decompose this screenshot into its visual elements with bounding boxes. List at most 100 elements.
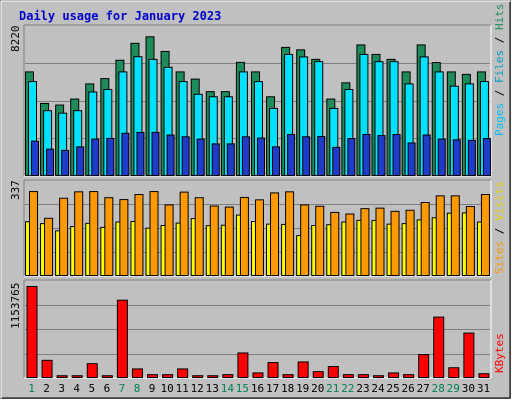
legend-hits: Hits: [493, 4, 506, 31]
visits-bar: [450, 195, 460, 276]
day-label: 12: [191, 382, 204, 395]
visits-bar: [119, 199, 129, 277]
pages-bar: [196, 138, 205, 177]
day-label: 14: [221, 382, 235, 395]
day-label: 22: [341, 382, 354, 395]
day-label: 9: [149, 382, 156, 395]
day-label: 13: [206, 382, 219, 395]
hits-panel: [23, 24, 492, 177]
kbytes-bar: [312, 371, 324, 379]
legend-kbytes: KBytes: [493, 333, 506, 373]
legend-files: Files: [493, 50, 506, 83]
day-label: 26: [401, 382, 414, 395]
kbytes-bar: [448, 367, 460, 378]
kbytes-bar: [56, 375, 68, 378]
visits-ymax-label: 337: [9, 180, 22, 200]
pages-bar: [392, 134, 401, 176]
visits-bar: [330, 211, 340, 276]
kbytes-bar: [26, 286, 38, 378]
pages-bar: [46, 148, 55, 177]
day-label: 10: [160, 382, 173, 395]
pages-bar: [181, 136, 190, 177]
day-label: 19: [296, 382, 309, 395]
day-labels: 1 2 3 4 5 6 7 8 9 10 11 12 13 14 15 16 17 18 19 20 21 22 23 24 2…: [28, 382, 490, 395]
day-label: 20: [311, 382, 324, 395]
visits-bar: [74, 191, 84, 276]
kbytes-bar: [267, 362, 279, 379]
kbytes-bar: [131, 368, 143, 379]
day-label: 25: [386, 382, 399, 395]
kbytes-bar: [478, 373, 490, 379]
pages-bar: [317, 135, 326, 177]
pages-bar: [377, 135, 386, 176]
day-label: 8: [134, 382, 141, 395]
day-label: 15: [236, 382, 249, 395]
day-label: 11: [176, 382, 189, 395]
hits-legend: Pages / Files / Hits: [493, 4, 506, 137]
legend-pages: Pages: [493, 103, 506, 136]
day-label: 3: [58, 382, 65, 395]
day-label: 29: [447, 382, 460, 395]
visits-bar: [89, 191, 99, 277]
pages-bar: [76, 146, 85, 176]
kbytes-bar: [207, 375, 219, 378]
pages-bar: [31, 140, 39, 177]
visits-bar: [360, 208, 370, 276]
day-label: 18: [281, 382, 294, 395]
pages-bar: [287, 134, 296, 176]
kbytes-bar: [71, 375, 83, 378]
day-label: 31: [477, 382, 490, 395]
pages-bar: [332, 146, 341, 177]
pages-bar: [422, 134, 431, 177]
visits-bar: [149, 191, 159, 277]
pages-bar: [106, 137, 115, 176]
pages-bar: [256, 137, 265, 176]
visits-bar: [420, 202, 430, 276]
pages-bar: [166, 134, 175, 177]
visits-bar: [44, 217, 54, 276]
kbytes-bar: [116, 299, 128, 378]
visits-bar: [209, 205, 219, 276]
pages-bar: [272, 146, 281, 176]
kbytes-bar: [192, 375, 204, 378]
pages-bar: [151, 131, 160, 176]
visits-bar: [465, 206, 475, 277]
day-label: 30: [462, 382, 475, 395]
pages-bar: [61, 149, 70, 176]
visits-bar: [375, 207, 385, 276]
pages-bar: [437, 138, 446, 177]
visits-bar: [164, 204, 174, 277]
day-label: 6: [104, 382, 111, 395]
visits-bar: [59, 197, 69, 277]
day-label: 2: [43, 382, 50, 395]
day-label: 23: [356, 382, 369, 395]
legend-visits: Visits: [493, 181, 506, 221]
kbytes-bar: [342, 374, 354, 378]
visits-bar: [29, 191, 38, 277]
day-label: 5: [88, 382, 95, 395]
visits-bar: [194, 197, 204, 276]
kbytes-bar: [101, 375, 113, 378]
visits-bar: [104, 197, 114, 276]
kbytes-panel: [23, 279, 492, 379]
day-label: 24: [371, 382, 385, 395]
pages-bar: [211, 143, 220, 176]
kbytes-bar: [357, 374, 369, 378]
visits-bar: [480, 194, 490, 276]
visits-bar: [179, 191, 189, 276]
day-label: 7: [119, 382, 126, 395]
kbytes-ymax-label: 1153765: [9, 283, 22, 329]
pages-bar: [362, 134, 371, 176]
kbytes-bar: [297, 361, 309, 379]
visits-bar: [435, 195, 445, 276]
visits-bar: [270, 192, 280, 277]
kbytes-bar: [222, 374, 234, 378]
visits-bar: [134, 194, 144, 276]
kbytes-bar: [177, 368, 189, 379]
kbytes-bar: [282, 374, 294, 378]
pages-bar: [226, 143, 235, 176]
visits-bar: [390, 210, 400, 276]
kbytes-bar: [372, 375, 384, 378]
kbytes-bar: [86, 363, 98, 378]
